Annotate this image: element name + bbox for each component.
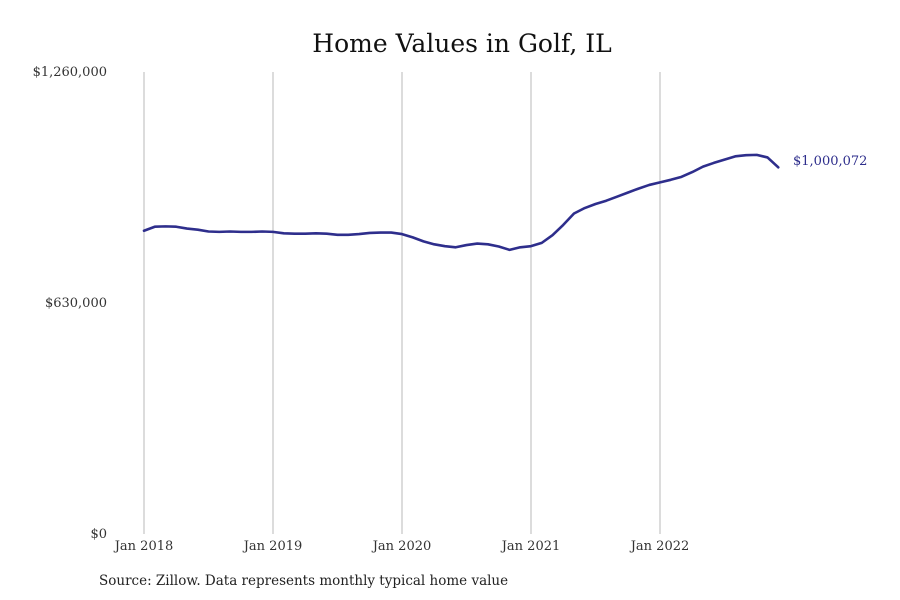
- x-tick-label: Jan 2022: [629, 539, 690, 554]
- gridlines: [143, 72, 661, 534]
- end-value-label: $1,000,072: [793, 154, 867, 169]
- chart-title: Home Values in Golf, IL: [312, 29, 611, 58]
- y-tick-label: $0: [90, 527, 107, 542]
- y-tick-label: $1,260,000: [33, 65, 107, 80]
- x-tick-label: Jan 2020: [371, 539, 432, 554]
- source-note: Source: Zillow. Data represents monthly …: [99, 573, 508, 589]
- x-axis-ticks: Jan 2018 Jan 2019 Jan 2020 Jan 2021 Jan 2022: [113, 539, 690, 554]
- x-tick-label: Jan 2021: [500, 539, 561, 554]
- y-axis-ticks: $1,260,000 $630,000 $0: [33, 65, 107, 542]
- y-tick-label: $630,000: [45, 296, 107, 311]
- x-tick-label: Jan 2018: [113, 539, 174, 554]
- x-tick-label: Jan 2019: [242, 539, 303, 554]
- series-line-home-value: [142, 153, 780, 252]
